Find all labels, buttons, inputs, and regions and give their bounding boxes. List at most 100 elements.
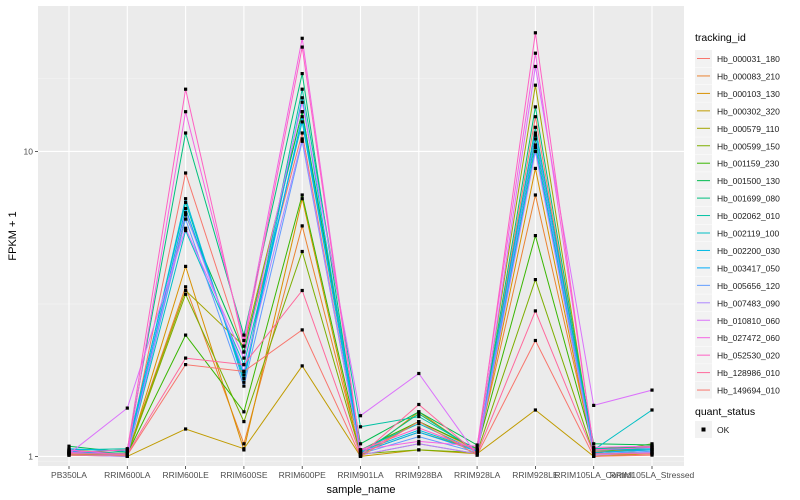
legend-label: Hb_052530_020 xyxy=(717,351,780,361)
legend-label: Hb_000083_210 xyxy=(717,71,780,81)
legend-item: Hb_128986_010 xyxy=(695,364,780,382)
data-point xyxy=(184,285,188,289)
data-point xyxy=(533,31,537,35)
color-legend: tracking_id Hb_000031_180 Hb_000083_210 Hb… xyxy=(695,32,780,399)
legend-label: Hb_002062_010 xyxy=(717,211,780,221)
data-point xyxy=(184,217,188,221)
data-point xyxy=(533,64,537,69)
data-point xyxy=(592,454,596,458)
data-point xyxy=(417,430,421,434)
x-tick-label: RRIM600SE xyxy=(220,470,268,480)
data-point xyxy=(533,193,537,197)
legend-item: Hb_000302_320 xyxy=(695,102,780,120)
legend-item: Hb_000599_150 xyxy=(695,137,780,155)
legend-item: Hb_002200_030 xyxy=(695,241,780,259)
data-point xyxy=(358,414,363,418)
data-point xyxy=(533,83,537,87)
data-point xyxy=(417,448,421,452)
data-point xyxy=(184,288,188,293)
x-axis: PB350LA RRIM600LA RRIM600LE RRIM600SE RRIM60… xyxy=(51,466,695,480)
data-point xyxy=(242,369,246,373)
data-point xyxy=(242,380,246,384)
legend-label: Hb_002119_100 xyxy=(717,229,780,239)
data-point xyxy=(533,408,537,412)
legend-label: Hb_149694_010 xyxy=(717,386,780,396)
legend-item: Hb_001699_080 xyxy=(695,189,780,207)
legend-label: Hb_002200_030 xyxy=(717,246,780,256)
data-point xyxy=(67,453,71,457)
data-point xyxy=(184,333,188,337)
data-point xyxy=(242,350,246,354)
data-point xyxy=(300,328,304,332)
legend-label: Hb_000031_180 xyxy=(717,54,780,64)
data-point xyxy=(242,344,246,348)
data-point xyxy=(417,422,421,426)
data-point xyxy=(242,420,246,424)
data-point xyxy=(184,197,188,201)
data-point xyxy=(533,137,537,141)
data-point xyxy=(242,338,246,343)
data-point xyxy=(300,120,304,124)
data-point xyxy=(300,288,304,293)
data-point xyxy=(242,363,246,367)
x-tick-label: RRIM901LA xyxy=(337,470,384,480)
data-point xyxy=(300,224,304,228)
legend-item: Hb_010810_060 xyxy=(695,311,780,329)
data-point xyxy=(358,454,363,458)
data-point xyxy=(358,425,363,429)
x-tick-label: PB350LA xyxy=(51,470,87,480)
data-point xyxy=(242,410,246,414)
legend-item: Hb_000083_210 xyxy=(695,67,780,85)
legend-item: Hb_001159_230 xyxy=(695,154,780,172)
data-point xyxy=(417,371,421,376)
legend-label: Hb_001500_130 xyxy=(717,176,780,186)
legend-label: Hb_000599_150 xyxy=(717,141,780,151)
data-point xyxy=(125,406,129,410)
data-point xyxy=(533,133,537,137)
data-point xyxy=(300,137,304,141)
legend-item: Hb_000579_110 xyxy=(695,119,780,137)
shape-legend-title: quant_status xyxy=(695,406,755,418)
x-tick-label: RRIM600LA xyxy=(104,470,151,480)
legend-label: Hb_010810_060 xyxy=(717,316,780,326)
x-tick-label: RRIM105LA_Control xyxy=(554,470,633,480)
x-tick-label: RRIM928LE xyxy=(512,470,559,480)
data-point xyxy=(533,278,537,282)
legend-label: Hb_128986_010 xyxy=(717,368,780,378)
data-point xyxy=(184,87,188,91)
data-point xyxy=(184,200,188,205)
data-point xyxy=(125,448,129,452)
data-point xyxy=(184,356,188,360)
legend-item: Hb_149694_010 xyxy=(695,381,780,399)
x-tick-label: RRIM928BA xyxy=(395,470,443,480)
shape-legend: quant_status OK xyxy=(695,406,755,438)
data-point xyxy=(300,36,304,40)
data-point xyxy=(300,45,304,49)
data-point xyxy=(592,452,596,456)
legend-label: Hb_027472_060 xyxy=(717,333,780,343)
data-point xyxy=(533,143,537,147)
data-point xyxy=(300,87,304,91)
shape-legend-point xyxy=(701,427,706,432)
legend-label: Hb_000302_320 xyxy=(717,106,780,116)
data-point xyxy=(533,234,537,238)
data-point xyxy=(475,444,479,448)
data-point xyxy=(184,213,188,217)
data-point xyxy=(300,96,304,100)
data-point xyxy=(184,131,188,135)
data-point xyxy=(417,420,421,424)
data-point xyxy=(300,139,304,143)
data-point xyxy=(242,333,246,337)
data-point xyxy=(67,448,71,452)
data-point xyxy=(533,131,537,135)
data-point xyxy=(184,110,188,114)
data-point xyxy=(184,226,188,230)
legend-title: tracking_id xyxy=(695,32,746,44)
data-point xyxy=(650,408,654,412)
legend-label: Hb_005656_120 xyxy=(717,281,780,291)
legend-item: Hb_000031_180 xyxy=(695,50,780,67)
data-point xyxy=(358,442,363,446)
legend-label: Hb_007483_090 xyxy=(717,298,780,308)
legend-item: Hb_002062_010 xyxy=(695,207,780,225)
